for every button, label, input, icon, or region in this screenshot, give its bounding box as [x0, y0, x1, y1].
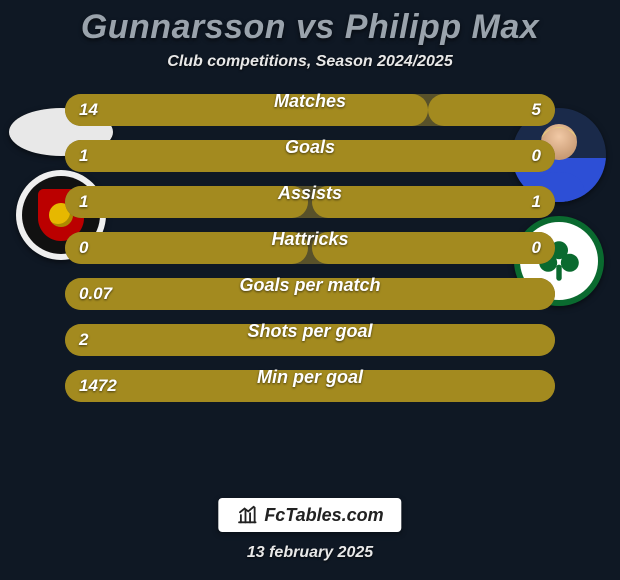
- stat-bar-fill-right: [312, 186, 555, 218]
- stat-bar-fill-right: [428, 94, 555, 126]
- date-text: 13 february 2025: [0, 544, 620, 562]
- brand-text: FcTables.com: [264, 505, 383, 526]
- stat-row: Assists11: [65, 183, 555, 221]
- stat-bar-fill-left: [65, 370, 555, 402]
- chart-icon: [236, 504, 258, 526]
- stat-bar-fill-left: [65, 278, 555, 310]
- stat-bar-track: [65, 186, 555, 218]
- container: Gunnarsson vs Philipp Max Club competiti…: [0, 0, 620, 580]
- stat-bar-track: [65, 324, 555, 356]
- stat-row: Shots per goal2: [65, 321, 555, 359]
- stats-panel: Matches145 Goals10 Assists11 Hattricks00 Goa…: [65, 91, 555, 405]
- stat-row: Goals10: [65, 137, 555, 175]
- stat-bar-track: [65, 370, 555, 402]
- stat-row: Min per goal1472: [65, 367, 555, 405]
- stat-bar-fill-left: [65, 324, 555, 356]
- stat-bar-fill-right: [312, 232, 555, 264]
- page-subtitle: Club competitions, Season 2024/2025: [0, 53, 620, 71]
- stat-bar-fill-left: [65, 140, 555, 172]
- stat-bar-track: [65, 140, 555, 172]
- stat-row: Matches145: [65, 91, 555, 129]
- stat-bar-track: [65, 278, 555, 310]
- stat-bar-fill-left: [65, 232, 308, 264]
- stat-bar-fill-left: [65, 186, 308, 218]
- stat-row: Hattricks00: [65, 229, 555, 267]
- stat-bar-fill-left: [65, 94, 428, 126]
- page-title: Gunnarsson vs Philipp Max: [0, 8, 620, 47]
- brand-badge: FcTables.com: [218, 498, 401, 532]
- stat-row: Goals per match0.07: [65, 275, 555, 313]
- stat-bar-track: [65, 94, 555, 126]
- stat-bar-track: [65, 232, 555, 264]
